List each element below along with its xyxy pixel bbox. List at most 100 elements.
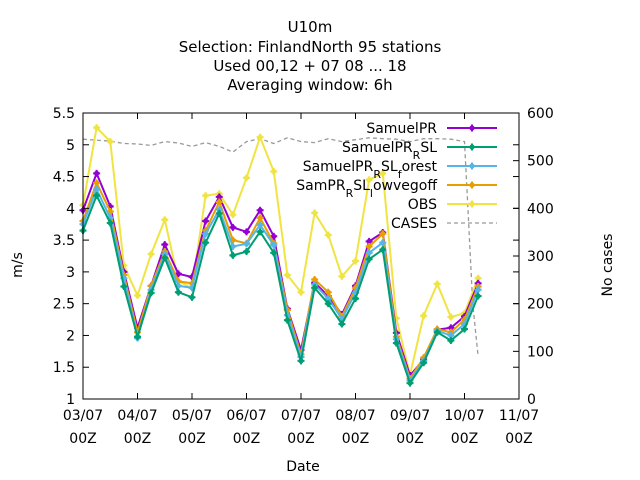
point-dot	[434, 329, 440, 335]
point-dot	[94, 170, 100, 176]
data-point-samuelpr	[202, 217, 210, 225]
data-point-samuelpr_rsl_forest	[93, 185, 101, 193]
point-dot	[257, 222, 263, 228]
chart-subtitle-window: Averaging window: 6h	[227, 76, 392, 94]
point-dot	[312, 285, 318, 291]
point-dot	[448, 332, 454, 339]
point-dot	[271, 168, 277, 175]
data-point-obs	[365, 176, 373, 184]
point-dot	[284, 317, 290, 323]
legend-marker-samuelpr	[468, 124, 476, 132]
x-tick-label-hour: 00Z	[287, 431, 314, 447]
point-dot	[271, 233, 277, 239]
axes: 1 1.5 2 2.5 3 3.5 4 4.5 5 5.5 0 100 200 300 400 500 600 0…	[53, 106, 554, 447]
data-point-samuelpr_rsl_forest	[379, 239, 387, 247]
data-point-obs	[161, 216, 169, 224]
y2-tick-label: 200	[527, 297, 554, 313]
data-point-samuelpr	[229, 223, 237, 231]
data-point-samuelpr_rsl_forest	[243, 240, 250, 248]
data-point-obs	[447, 313, 455, 321]
point-dot	[448, 314, 454, 320]
data-point-obs	[420, 312, 428, 320]
legend-label-samuelpr: SamuelPR	[366, 121, 437, 137]
data-point-samuelpr	[256, 206, 264, 214]
data-point-samuelpr_rsl	[406, 379, 414, 387]
y-tick-label: 5	[66, 138, 75, 154]
data-point-samuelpr_rsl_forest	[202, 230, 210, 238]
x-tick-label-date: 10/07	[444, 408, 484, 424]
point-dot	[325, 289, 331, 295]
data-point-samuelpr_rsl	[174, 288, 182, 296]
y-tick-label: 3	[66, 265, 75, 281]
point-dot	[271, 250, 277, 256]
point-dot	[393, 340, 399, 346]
point-dot	[284, 272, 290, 278]
data-point-samuelpr_rsl	[352, 295, 359, 303]
data-point-sampr_rsl_lowvegoff	[256, 214, 264, 222]
x-axis-label: Date	[286, 459, 319, 475]
legend-label-cases: CASES	[391, 216, 437, 232]
point-dot	[448, 337, 454, 344]
point-dot	[162, 251, 168, 257]
data-point-obs	[243, 174, 250, 182]
point-dot	[298, 358, 304, 364]
point-dot	[469, 125, 475, 131]
point-dot	[134, 334, 141, 340]
y2-axis-label: No cases	[600, 234, 616, 297]
point-dot	[175, 289, 181, 295]
legend-marker-samuelpr_rsl_forest	[468, 162, 476, 170]
point-dot	[325, 301, 331, 307]
x-tick-label-hour: 00Z	[342, 431, 369, 447]
legend-label-sampr_rsl_lowvegoff: SamPRRSLlowvegoff	[296, 178, 437, 200]
point-dot	[312, 210, 318, 216]
data-point-samuelpr_rsl	[106, 219, 114, 227]
data-point-obs	[93, 124, 101, 132]
data-point-samuelpr_rsl	[202, 239, 210, 247]
point-dot	[216, 194, 222, 200]
data-point-samuelpr_rsl	[392, 339, 400, 347]
point-dot	[203, 231, 209, 237]
point-dot	[243, 175, 250, 181]
point-dot	[271, 242, 277, 248]
data-point-obs	[324, 231, 332, 239]
point-dot	[469, 144, 475, 150]
point-dot	[175, 271, 181, 277]
point-dot	[230, 212, 236, 218]
point-dot	[243, 229, 250, 235]
data-point-sampr_rsl_lowvegoff	[215, 198, 223, 206]
series-layer	[79, 124, 482, 387]
point-dot	[461, 326, 468, 332]
data-point-samuelpr_rsl	[311, 284, 319, 292]
data-point-obs	[379, 169, 387, 177]
point-dot	[448, 325, 454, 331]
data-point-samuelpr_rsl_forest	[270, 241, 278, 249]
point-dot	[469, 182, 475, 188]
point-dot	[380, 231, 386, 237]
data-point-samuelpr_rsl	[379, 246, 387, 254]
data-point-samuelpr_rsl	[229, 251, 237, 259]
y2-tick-label: 600	[527, 106, 554, 122]
point-dot	[107, 139, 113, 145]
y-tick-label: 3.5	[53, 233, 75, 249]
point-dot	[216, 210, 222, 217]
data-point-obs	[147, 250, 155, 258]
data-point-samuelpr	[243, 228, 250, 236]
x-tick-label-hour: 00Z	[233, 431, 260, 447]
y-tick-label: 4.5	[53, 170, 75, 186]
series-line-cases	[82, 137, 479, 357]
x-tick-label-date: 08/07	[335, 408, 375, 424]
data-point-obs	[202, 192, 210, 200]
data-point-samuelpr_rsl	[365, 255, 373, 263]
point-dot	[230, 224, 236, 230]
point-dot	[312, 276, 318, 283]
data-point-samuelpr_rsl	[447, 337, 455, 345]
y-tick-label: 1.5	[53, 360, 75, 376]
data-point-samuelpr_rsl	[243, 248, 250, 256]
x-tick-label-date: 06/07	[226, 408, 266, 424]
point-dot	[121, 283, 127, 290]
data-point-sampr_rsl_lowvegoff	[93, 179, 101, 187]
point-dot	[230, 252, 236, 258]
point-dot	[203, 240, 209, 246]
point-dot	[380, 247, 386, 253]
data-point-obs	[134, 291, 141, 299]
